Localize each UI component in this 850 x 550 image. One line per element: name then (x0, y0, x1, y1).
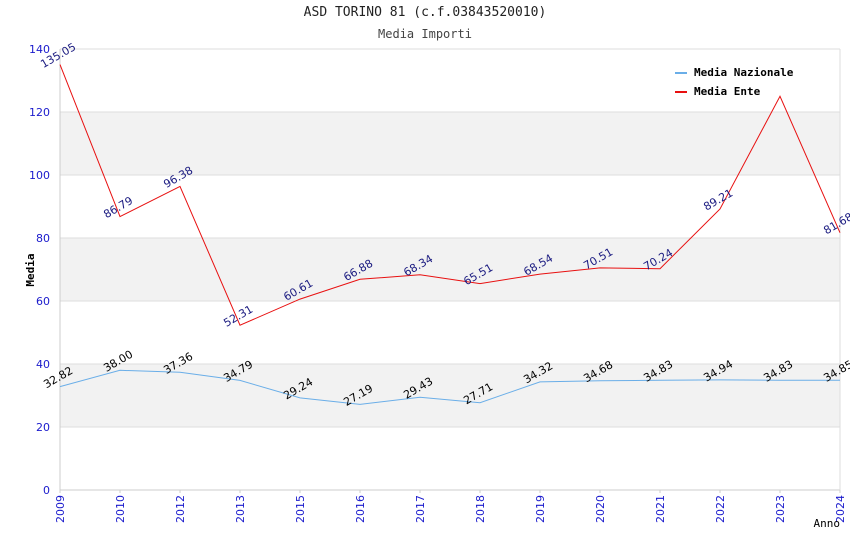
x-tick-label: 2021 (654, 495, 667, 523)
legend-label: Media Nazionale (694, 66, 794, 79)
y-tick-label: 20 (36, 421, 50, 434)
chart-subtitle: Media Importi (378, 27, 472, 41)
y-tick-label: 80 (36, 232, 50, 245)
series-line-media-ente (59, 64, 841, 326)
y-axis-title: Media (24, 253, 37, 286)
y-tick-label: 40 (36, 358, 50, 371)
y-tick-label: 120 (29, 106, 50, 119)
x-tick-label: 2015 (294, 495, 307, 523)
x-tick-label: 2023 (774, 495, 787, 523)
x-tick-label: 2019 (534, 495, 547, 523)
x-tick-label: 2022 (714, 495, 727, 523)
y-tick-label: 60 (36, 295, 50, 308)
series-line-media-nazionale (59, 369, 841, 405)
x-tick-label: 2013 (234, 495, 247, 523)
y-tick-label: 100 (29, 169, 50, 182)
x-tick-label: 2017 (414, 495, 427, 523)
grid-band (60, 238, 840, 301)
data-label: 86.79 (101, 194, 135, 221)
y-tick-label: 0 (43, 484, 50, 497)
grid-band (60, 364, 840, 427)
chart-title: ASD TORINO 81 (c.f.03843520010) (303, 5, 547, 20)
x-tick-label: 2016 (354, 495, 367, 523)
legend-label: Media Ente (694, 85, 761, 98)
x-tick-label: 2012 (174, 495, 187, 523)
x-tick-label: 2020 (594, 495, 607, 523)
data-label: 52.31 (221, 303, 255, 330)
x-tick-label: 2010 (114, 495, 127, 523)
x-axis-title: Anno (814, 517, 841, 530)
x-tick-label: 2024 (834, 495, 847, 523)
grid-band (60, 112, 840, 175)
x-tick-label: 2009 (54, 495, 67, 523)
data-label: 89.21 (701, 186, 735, 213)
x-tick-label: 2018 (474, 495, 487, 523)
y-tick-label: 140 (29, 43, 50, 56)
data-label: 81.68 (821, 210, 850, 237)
